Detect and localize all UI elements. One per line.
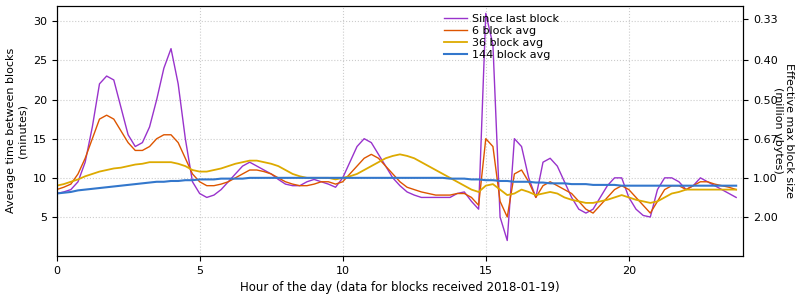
6 block avg [689,184,698,188]
6 block avg [102,113,111,117]
Since last block [502,239,512,242]
Since last block [481,12,490,15]
36 block avg [689,188,698,191]
Line: 144 block avg: 144 block avg [57,178,736,194]
144 block avg [731,184,741,188]
6 block avg [252,168,262,172]
6 block avg [352,164,362,168]
6 block avg [52,188,62,191]
6 block avg [731,188,741,191]
Since last block [345,160,354,164]
Since last block [689,184,698,188]
144 block avg [245,176,254,180]
Since last block [395,184,405,188]
Legend: Since last block, 6 block avg, 36 block avg, 144 block avg: Since last block, 6 block avg, 36 block … [445,14,559,60]
144 block avg [402,176,412,180]
X-axis label: Hour of the day (data for blocks received 2018-01-19): Hour of the day (data for blocks receive… [240,281,560,294]
144 block avg [424,176,434,180]
Since last block [245,160,254,164]
144 block avg [682,184,691,188]
36 block avg [145,160,154,164]
144 block avg [145,181,154,184]
36 block avg [731,188,741,191]
36 block avg [345,175,354,178]
144 block avg [352,176,362,180]
36 block avg [402,154,412,158]
6 block avg [402,185,412,189]
Line: 6 block avg: 6 block avg [57,115,736,217]
Since last block [731,196,741,199]
144 block avg [52,192,62,195]
36 block avg [245,159,254,162]
Since last block [52,192,62,195]
144 block avg [252,176,262,180]
6 block avg [424,192,434,195]
Line: 36 block avg: 36 block avg [57,154,736,203]
Line: Since last block: Since last block [57,14,736,241]
36 block avg [424,164,434,168]
6 block avg [152,137,162,140]
Y-axis label: Average time between blocks
(minutes): Average time between blocks (minutes) [6,48,27,214]
6 block avg [502,215,512,219]
36 block avg [395,153,405,156]
Since last block [417,196,426,199]
36 block avg [581,201,590,205]
Since last block [145,125,154,129]
36 block avg [52,184,62,188]
Y-axis label: Effective max block size
(million vbytes): Effective max block size (million vbytes… [773,63,794,198]
